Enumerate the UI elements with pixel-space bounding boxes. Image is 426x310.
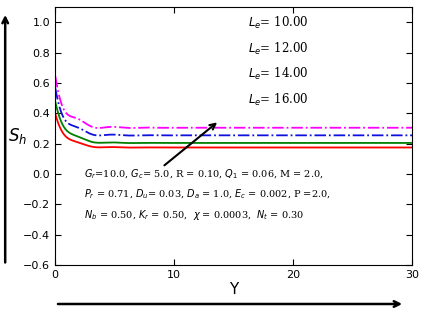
Y-axis label: $S_h$: $S_h$ <box>8 126 27 146</box>
Text: $L_e$= 12.00: $L_e$= 12.00 <box>248 41 308 57</box>
X-axis label: Y: Y <box>229 281 238 296</box>
Text: $L_e$= 10.00: $L_e$= 10.00 <box>248 15 308 31</box>
Text: $L_e$= 16.00: $L_e$= 16.00 <box>248 92 308 108</box>
Text: $L_e$= 14.00: $L_e$= 14.00 <box>248 66 308 82</box>
Text: $G_r$=10.0, $G_c$= 5.0, R = 0.10, $Q_1$ = 0.06, M = 2.0,
$P_r$ = 0.71, $D_u$= 0.: $G_r$=10.0, $G_c$= 5.0, R = 0.10, $Q_1$ … <box>84 167 331 222</box>
